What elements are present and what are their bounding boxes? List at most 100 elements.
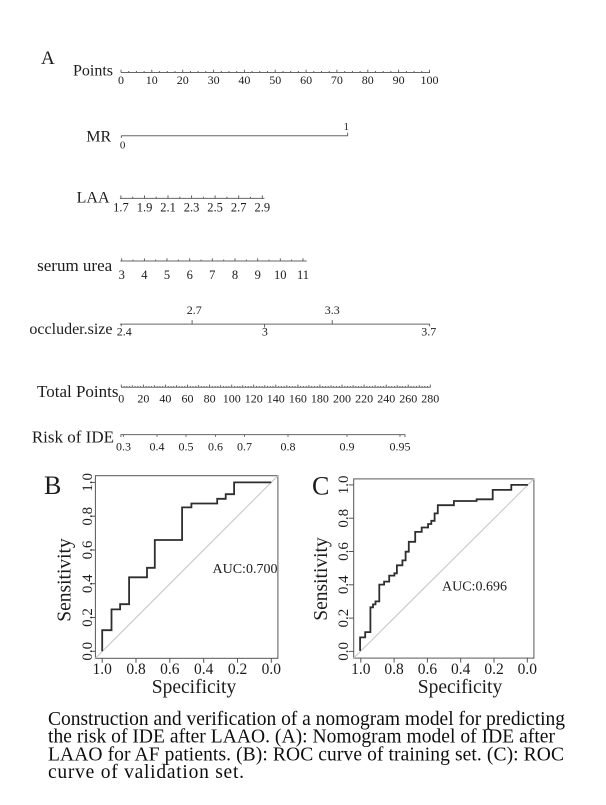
svg-text:2.1: 2.1 <box>160 201 176 215</box>
svg-text:0.6: 0.6 <box>208 439 223 453</box>
svg-text:3: 3 <box>262 325 268 339</box>
svg-text:40: 40 <box>159 392 171 406</box>
svg-text:0.8: 0.8 <box>80 507 96 526</box>
svg-text:0.6: 0.6 <box>336 542 352 561</box>
svg-text:0.4: 0.4 <box>194 661 214 678</box>
svg-text:7: 7 <box>209 268 215 282</box>
svg-text:0.8: 0.8 <box>336 509 352 528</box>
svg-text:3.7: 3.7 <box>421 325 436 339</box>
svg-text:160: 160 <box>289 392 307 406</box>
svg-text:20: 20 <box>137 392 149 406</box>
svg-text:3: 3 <box>119 268 125 282</box>
svg-text:220: 220 <box>355 392 373 406</box>
svg-text:0: 0 <box>118 73 124 87</box>
svg-text:1.0: 1.0 <box>336 476 352 495</box>
svg-text:0.2: 0.2 <box>228 661 247 678</box>
svg-text:0.8: 0.8 <box>384 661 404 678</box>
svg-text:6: 6 <box>187 268 193 282</box>
svg-text:100: 100 <box>223 392 241 406</box>
svg-text:0.8: 0.8 <box>126 661 146 678</box>
svg-text:0.7: 0.7 <box>237 439 252 453</box>
svg-text:100: 100 <box>421 73 439 87</box>
svg-text:2.3: 2.3 <box>184 201 200 215</box>
svg-text:3.3: 3.3 <box>325 303 340 317</box>
svg-text:2.7: 2.7 <box>187 303 202 317</box>
svg-text:0.5: 0.5 <box>179 439 194 453</box>
svg-text:0.6: 0.6 <box>418 661 438 678</box>
svg-text:2.7: 2.7 <box>231 201 247 215</box>
svg-text:80: 80 <box>362 73 374 87</box>
svg-text:the risk of IDE after LAAO. (A: the risk of IDE after LAAO. (A): Nomogra… <box>48 727 556 748</box>
svg-text:0.4: 0.4 <box>150 439 165 453</box>
svg-text:Sensitivity: Sensitivity <box>311 537 332 621</box>
svg-text:B: B <box>44 471 61 500</box>
svg-text:1.9: 1.9 <box>137 201 153 215</box>
svg-text:AUC:0.700: AUC:0.700 <box>213 562 278 577</box>
svg-text:90: 90 <box>393 73 405 87</box>
svg-text:260: 260 <box>399 392 417 406</box>
svg-text:Points: Points <box>73 63 113 80</box>
svg-text:0.4: 0.4 <box>80 574 96 593</box>
svg-text:0.0: 0.0 <box>336 642 352 661</box>
svg-text:curve of validation set.: curve of validation set. <box>48 762 244 783</box>
svg-text:Risk of IDE: Risk of IDE <box>32 427 114 446</box>
svg-text:11: 11 <box>297 268 309 282</box>
svg-text:0.8: 0.8 <box>281 439 296 453</box>
svg-text:Sensitivity: Sensitivity <box>55 538 76 622</box>
svg-text:80: 80 <box>204 392 216 406</box>
svg-text:2.5: 2.5 <box>207 201 223 215</box>
svg-text:280: 280 <box>421 392 439 406</box>
svg-text:0.2: 0.2 <box>484 661 503 678</box>
svg-text:0: 0 <box>120 139 126 151</box>
svg-text:2.4: 2.4 <box>117 325 132 339</box>
svg-text:9: 9 <box>255 268 261 282</box>
svg-text:0.0: 0.0 <box>80 642 96 661</box>
svg-text:0: 0 <box>118 392 124 406</box>
svg-text:0.6: 0.6 <box>80 540 96 559</box>
svg-text:0.4: 0.4 <box>451 661 471 678</box>
svg-text:1.0: 1.0 <box>93 661 113 678</box>
svg-text:LAA: LAA <box>77 189 110 206</box>
svg-text:Specificity: Specificity <box>418 677 503 698</box>
svg-text:1.0: 1.0 <box>80 473 96 492</box>
svg-text:30: 30 <box>208 73 220 87</box>
svg-text:140: 140 <box>267 392 285 406</box>
svg-text:10: 10 <box>146 73 158 87</box>
svg-text:60: 60 <box>300 73 312 87</box>
svg-text:0.4: 0.4 <box>336 575 352 594</box>
svg-text:occluder.size: occluder.size <box>29 321 112 338</box>
svg-text:MR: MR <box>86 129 111 146</box>
svg-text:0.95: 0.95 <box>390 439 411 453</box>
svg-text:20: 20 <box>177 73 189 87</box>
svg-text:10: 10 <box>274 268 287 282</box>
svg-text:180: 180 <box>311 392 329 406</box>
svg-text:0.6: 0.6 <box>160 661 180 678</box>
svg-text:serum urea: serum urea <box>37 256 113 275</box>
svg-text:60: 60 <box>182 392 194 406</box>
svg-text:50: 50 <box>269 73 281 87</box>
svg-text:LAAO for AF patients. (B): ROC: LAAO for AF patients. (B): ROC curve of … <box>48 744 564 765</box>
svg-text:0.9: 0.9 <box>340 439 355 453</box>
svg-text:0.0: 0.0 <box>262 661 282 678</box>
svg-text:200: 200 <box>333 392 351 406</box>
svg-text:Total Points: Total Points <box>37 382 118 401</box>
svg-text:8: 8 <box>232 268 238 282</box>
svg-text:1: 1 <box>343 121 349 133</box>
svg-text:Construction and verification: Construction and verification of a nomog… <box>48 709 565 730</box>
svg-text:2.9: 2.9 <box>254 201 270 215</box>
svg-text:120: 120 <box>245 392 263 406</box>
svg-text:0.3: 0.3 <box>116 439 131 453</box>
svg-text:5: 5 <box>164 268 170 282</box>
svg-text:A: A <box>41 48 55 69</box>
svg-text:Specificity: Specificity <box>152 677 237 698</box>
svg-text:4: 4 <box>141 268 148 282</box>
svg-text:240: 240 <box>377 392 395 406</box>
svg-text:0.0: 0.0 <box>518 661 538 678</box>
svg-text:40: 40 <box>238 73 250 87</box>
svg-text:AUC:0.696: AUC:0.696 <box>442 579 507 594</box>
svg-text:70: 70 <box>331 73 343 87</box>
svg-text:C: C <box>312 472 329 501</box>
svg-text:1.0: 1.0 <box>351 661 371 678</box>
svg-text:1.7: 1.7 <box>113 201 129 215</box>
svg-text:0.2: 0.2 <box>336 609 352 628</box>
